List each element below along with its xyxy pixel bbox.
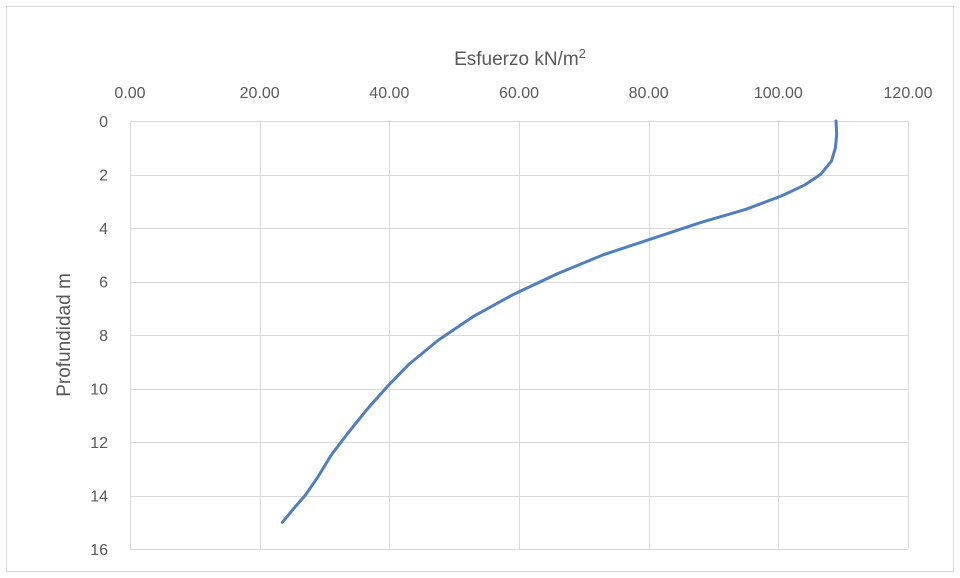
x-tick-label: 100.00: [754, 85, 803, 102]
y-axis-title: Profundidad m: [54, 273, 75, 397]
x-tick-label: 40.00: [369, 85, 409, 102]
y-tick-label: 6: [99, 275, 108, 292]
x-axis-title-text: Esfuerzo kN/m: [454, 49, 579, 70]
chart-frame: [6, 6, 954, 572]
y-tick-label: 2: [99, 168, 108, 185]
y-tick-label: 16: [90, 542, 108, 559]
y-tick-labels: 0 2 4 6 8 10 12 14 16: [90, 114, 108, 559]
y-tick-label: 0: [99, 114, 108, 131]
x-tick-label: 20.00: [240, 85, 280, 102]
x-tick-label: 80.00: [629, 85, 669, 102]
y-tick-label: 12: [90, 435, 108, 452]
x-axis-title-superscript: 2: [579, 46, 586, 61]
y-tick-label: 4: [99, 221, 108, 238]
x-axis-title: Esfuerzo kN/m2: [454, 46, 586, 70]
series-layer: [280, 119, 839, 524]
gridlines: [130, 121, 909, 550]
y-tick-label: 10: [90, 382, 108, 399]
series-line: [280, 119, 839, 524]
x-tick-label: 60.00: [499, 85, 539, 102]
y-tick-label: 8: [99, 328, 108, 345]
x-tick-labels: 0.00 20.00 40.00 60.00 80.00 100.00 120.00: [114, 85, 932, 102]
x-tick-label: 120.00: [884, 85, 933, 102]
y-tick-label: 14: [90, 489, 108, 506]
x-tick-label: 0.00: [114, 85, 145, 102]
